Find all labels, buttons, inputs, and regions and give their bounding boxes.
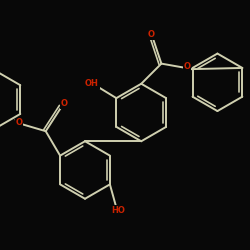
Text: OH: OH xyxy=(85,79,99,88)
Text: O: O xyxy=(148,30,155,39)
Text: O: O xyxy=(60,99,68,108)
Text: O: O xyxy=(15,118,22,127)
Text: HO: HO xyxy=(112,206,126,215)
Text: O: O xyxy=(184,62,190,71)
